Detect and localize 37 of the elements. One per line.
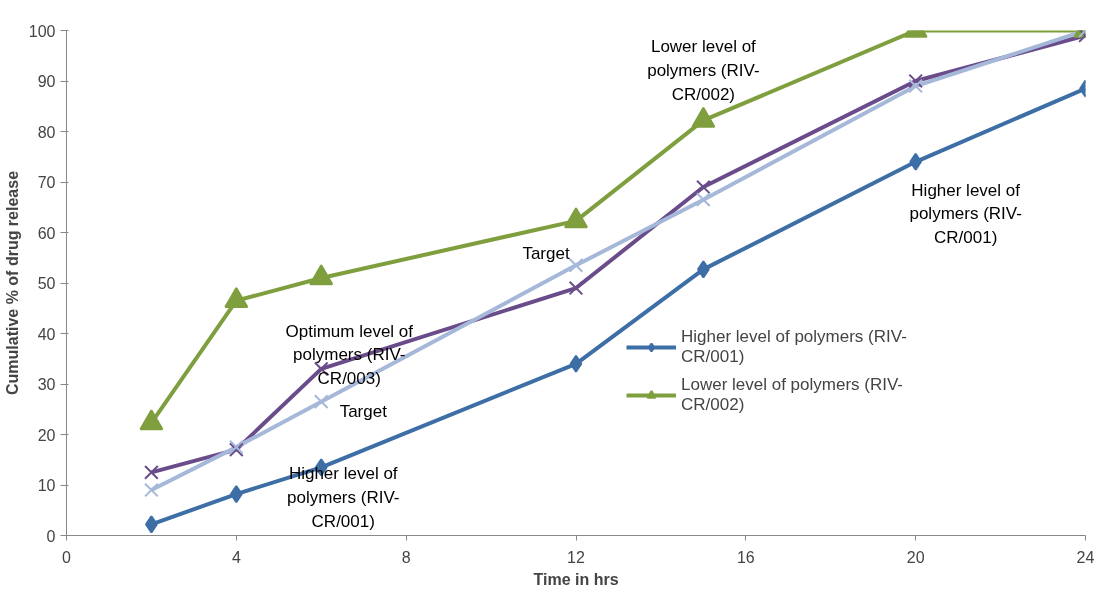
legend-label: Higher level of polymers (RIV-CR/001) [681,327,907,367]
x-tick-label: 16 [736,548,755,566]
point [568,280,584,296]
point [908,73,924,89]
y-tick-label: 0 [46,527,56,545]
annotation: Target [339,402,388,422]
y-tick-label: 60 [37,224,56,242]
legend-label: Lower level of polymers (RIV-CR/002) [681,375,904,415]
point [908,78,924,94]
y-tick-label: 90 [37,73,56,90]
x-axis-title: Time in hrs [533,570,619,588]
point [696,192,711,208]
x-tick-label: 20 [906,548,925,566]
point [144,482,159,498]
x-tick-label: 4 [231,548,241,566]
y-tick-label: 20 [37,426,56,444]
annotation: Target [522,243,570,263]
annotation: Higher level of polymers (RIV-CR/001) [909,180,1022,248]
point [696,179,711,195]
x-tick-label: 8 [401,548,411,566]
y-tick-label: 50 [37,275,56,292]
x-tick-label: 0 [62,548,72,566]
y-axis-title: Cumulative % of drug release [3,170,21,396]
y-tick-label: 80 [37,123,56,141]
x-tick-label: 24 [1076,548,1095,566]
y-tick-label: 30 [37,376,56,393]
point [144,465,159,480]
y-tick-label: 40 [37,325,56,343]
annotation: Optimum level of polymers (RIV-CR/003) [285,321,414,389]
x-tick-label: 12 [567,548,585,566]
y-tick-label: 10 [37,477,56,494]
point [313,394,329,410]
y-tick-label: 100 [28,22,56,40]
point [569,354,583,373]
point [568,257,584,273]
y-tick-label: 70 [37,174,56,191]
annotation: Lower level of polymers (RIV-CR/002) [647,37,760,104]
